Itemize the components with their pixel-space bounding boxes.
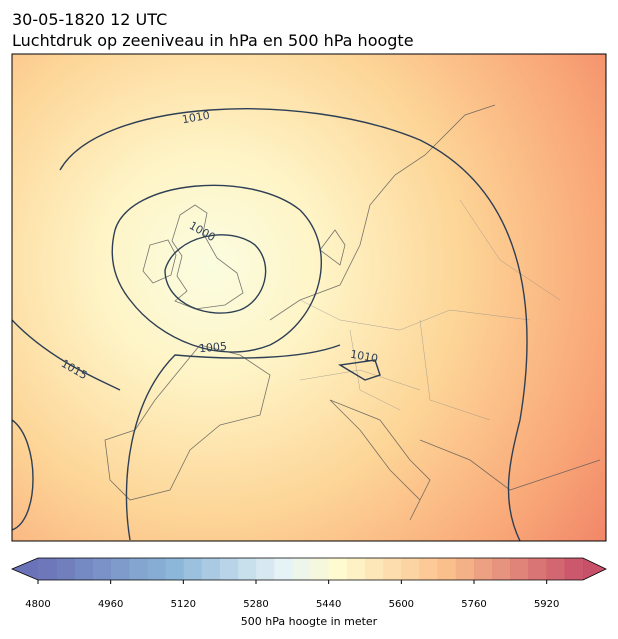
colorbar-cell [147, 558, 166, 580]
colorbar-tick-label: 5920 [534, 599, 559, 610]
colorbar-cell [310, 558, 329, 580]
colorbar-cell [546, 558, 566, 580]
colorbar-cell [237, 558, 257, 580]
colorbar-cell [110, 558, 130, 580]
colorbar-cell [492, 558, 511, 580]
title: 30-05-1820 12 UTC [12, 10, 167, 29]
colorbar-tick-label: 4800 [25, 599, 50, 610]
colorbar-tick-label: 5120 [171, 599, 196, 610]
map-frame [11, 53, 607, 542]
contour-label: 1010 [349, 348, 379, 366]
colorbar-cell [165, 558, 184, 580]
colorbar-tick-label: 4960 [98, 599, 123, 610]
contour-label: 1005 [198, 340, 227, 355]
colorbar-cell [38, 558, 57, 580]
colorbar-tick-label: 5440 [316, 599, 341, 610]
colorbar-cell [510, 558, 529, 580]
colorbar-cell [346, 558, 366, 580]
colorbar-cell [201, 558, 220, 580]
colorbar-cell [128, 558, 148, 580]
colorbar-label: 500 hPa hoogte in meter [241, 615, 378, 628]
colorbar-cell [419, 558, 438, 580]
colorbar-cell [328, 558, 348, 580]
subtitle: Luchtdruk op zeeniveau in hPa en 500 hPa… [12, 31, 414, 50]
colorbar-cell [383, 558, 402, 580]
colorbar-cell [274, 558, 293, 580]
colorbar-cell [528, 558, 547, 580]
colorbar-cell [56, 558, 75, 580]
colorbar-cell [183, 558, 202, 580]
colorbar-tick-label: 5760 [461, 599, 486, 610]
colorbar-cell [365, 558, 384, 580]
colorbar-cell [256, 558, 275, 580]
colorbar-cell [401, 558, 420, 580]
map [12, 54, 606, 541]
colorbar-extend-high [583, 558, 606, 580]
colorbar-cell [219, 558, 239, 580]
colorbar-tick-label: 5280 [243, 599, 268, 610]
colorbar-cell [564, 558, 584, 580]
colorbar-cell [92, 558, 111, 580]
colorbar-cell [455, 558, 475, 580]
colorbar-extend-low [12, 558, 38, 580]
colorbar-cell [74, 558, 93, 580]
colorbar-cell [292, 558, 311, 580]
colorbar-tick-label: 5600 [389, 599, 414, 610]
colorbar-cell [474, 558, 493, 580]
contour-label: 1010 [181, 109, 211, 127]
colorbar-cell [437, 558, 457, 580]
